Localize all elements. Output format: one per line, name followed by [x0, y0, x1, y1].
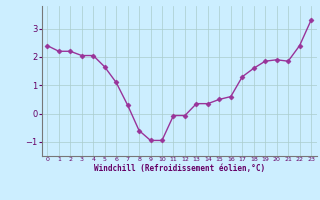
X-axis label: Windchill (Refroidissement éolien,°C): Windchill (Refroidissement éolien,°C)	[94, 164, 265, 173]
